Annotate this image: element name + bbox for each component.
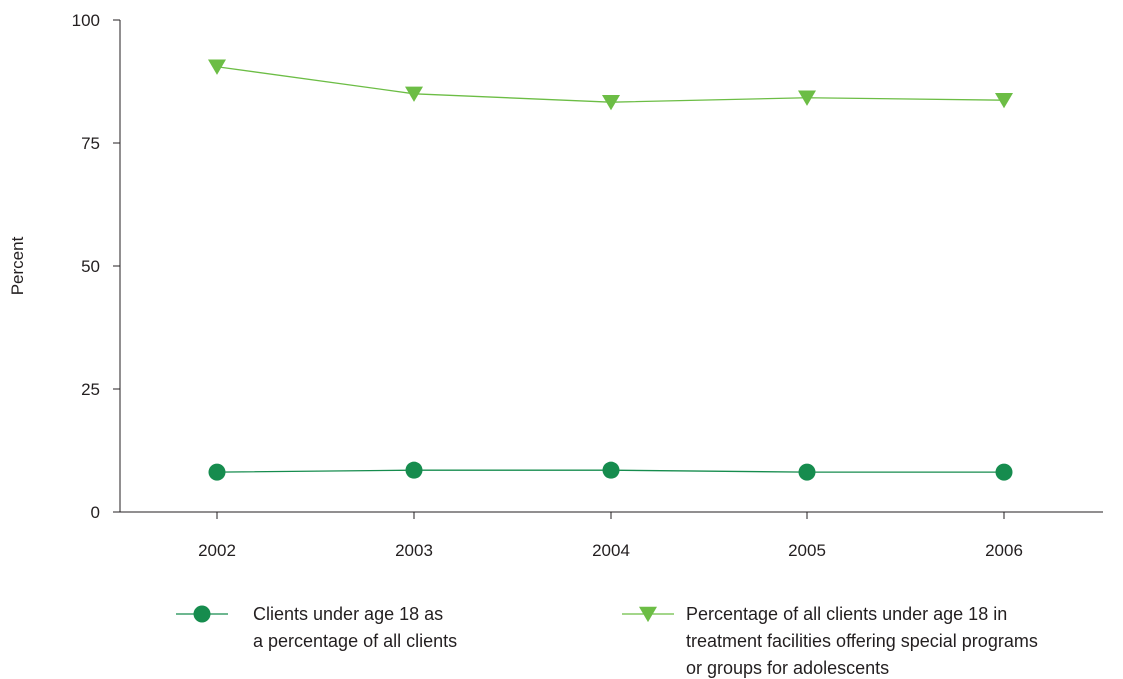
data-point — [602, 94, 620, 111]
x-axis-ticks: 2002 2003 2004 2005 2006 — [198, 512, 1023, 560]
legend-label: Clients under age 18 as — [253, 604, 443, 624]
legend-label: a percentage of all clients — [253, 631, 457, 651]
legend-marker — [193, 605, 211, 623]
legend: Clients under age 18 as a percentage of a… — [176, 604, 1038, 678]
data-point — [208, 59, 226, 75]
legend-item-2: Percentage of all clients under age 18 i… — [622, 604, 1038, 678]
y-tick-label: 25 — [81, 380, 100, 399]
x-tick-label: 2004 — [592, 541, 630, 560]
data-point — [208, 463, 226, 481]
data-point — [405, 86, 423, 102]
legend-label: treatment facilities offering special pr… — [686, 631, 1038, 651]
legend-label: or groups for adolescents — [686, 658, 889, 678]
series-1 — [208, 461, 1013, 481]
legend-item-1: Clients under age 18 as a percentage of a… — [176, 604, 457, 651]
x-tick-label: 2005 — [788, 541, 826, 560]
y-axis-ticks: 0 25 50 75 100 — [72, 11, 120, 522]
y-axis-label: Percent — [8, 236, 27, 295]
data-point — [798, 90, 816, 106]
data-point — [995, 463, 1013, 481]
series-2 — [208, 59, 1013, 111]
data-point — [798, 463, 816, 481]
data-point — [995, 92, 1013, 109]
y-tick-label: 50 — [81, 257, 100, 276]
data-point — [405, 461, 423, 479]
y-tick-label: 75 — [81, 134, 100, 153]
legend-label: Percentage of all clients under age 18 i… — [686, 604, 1007, 624]
data-point — [602, 461, 620, 479]
y-tick-label: 0 — [91, 503, 100, 522]
series-group — [208, 59, 1013, 481]
x-tick-label: 2006 — [985, 541, 1023, 560]
axes — [119, 20, 1103, 513]
x-tick-label: 2003 — [395, 541, 433, 560]
y-tick-label: 100 — [72, 11, 100, 30]
x-tick-label: 2002 — [198, 541, 236, 560]
legend-marker — [639, 606, 657, 623]
